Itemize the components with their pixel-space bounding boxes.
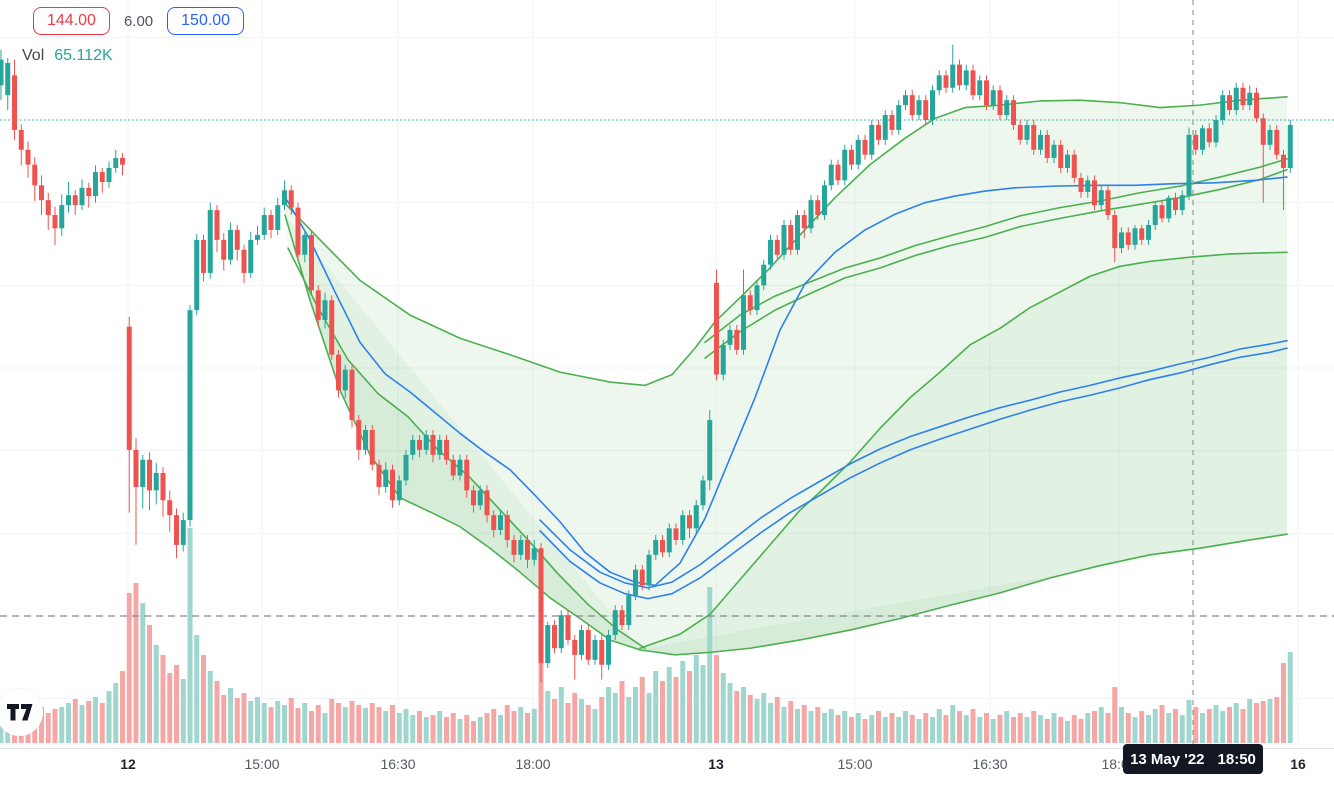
x-axis-label: 12: [120, 756, 136, 772]
crosshair-time: 18:50: [1217, 750, 1256, 768]
position-range-label: 6.00: [123, 12, 154, 30]
indicator-bb_mid_riser: [639, 251, 1288, 650]
position-tool-labels: 144.00 6.00 150.00: [33, 7, 245, 35]
position-lower-price-badge[interactable]: 144.00: [33, 7, 110, 35]
indicator-fill-layer: [285, 96, 1287, 655]
position-upper-price-badge[interactable]: 150.00: [167, 7, 245, 35]
time-axis[interactable]: 12 15:00 16:30 18:00 13 15:00 16:30 18:00 16: [0, 748, 1334, 785]
tradingview-logo[interactable]: [0, 689, 43, 736]
price-level-layer: [0, 119, 1334, 617]
indicator-ma_slow_a: [539, 339, 1288, 589]
x-axis-label: 16:30: [972, 756, 1008, 772]
x-axis-label: 15:00: [837, 756, 873, 772]
indicator-ma_slow_b: [539, 347, 1288, 600]
indicator-bb_outer_lower: [284, 214, 1288, 656]
crosshair-date: 13 May '22: [1130, 750, 1205, 768]
x-axis-label: 15:00: [244, 756, 280, 772]
x-axis-label: 18:00: [515, 756, 551, 772]
indicator-line-layer: [284, 96, 1288, 656]
x-axis-label: 13: [708, 756, 724, 772]
tradingview-logo-icon: [6, 704, 32, 721]
x-axis-label: 16: [1290, 756, 1306, 772]
x-axis-label: 16:30: [380, 756, 416, 772]
indicator-ma_fast: [286, 176, 1288, 587]
volume-legend-value: 65.112K: [54, 47, 113, 64]
volume-legend[interactable]: Vol 65.112K: [22, 47, 113, 65]
candles-layer: [0, 44, 1293, 683]
volume-legend-label: Vol: [22, 47, 45, 64]
crosshair-time-tooltip: 13 May '22 18:50: [1123, 744, 1263, 774]
volume-layer: [0, 528, 1293, 743]
